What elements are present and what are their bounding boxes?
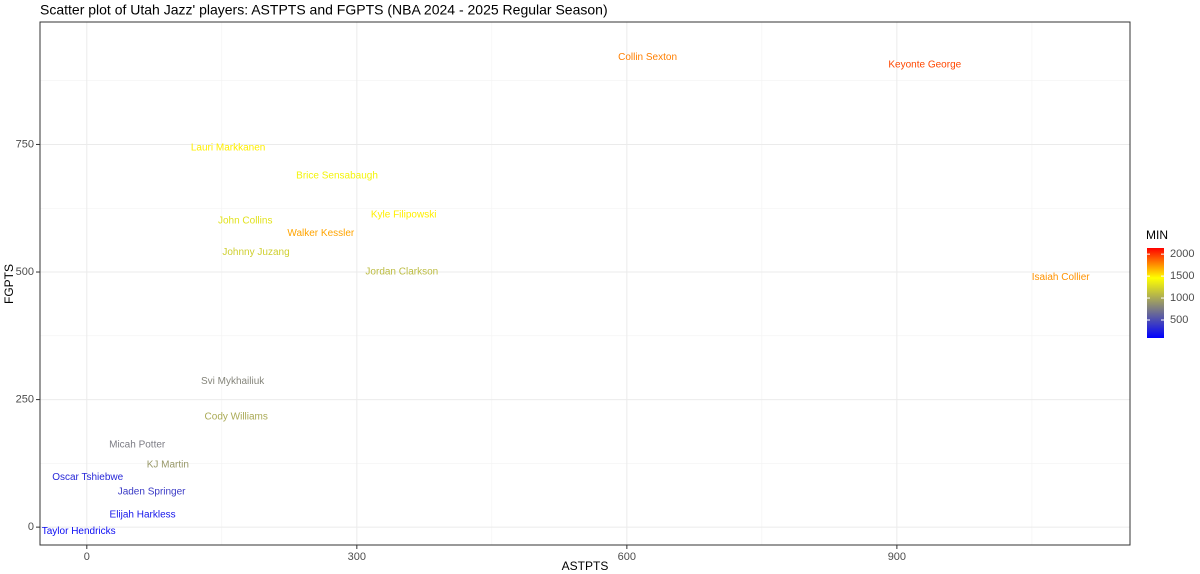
point-label: Brice Sensabaugh [296,171,378,182]
point-label: Micah Potter [109,440,166,451]
point-label: Kyle Filipowski [371,210,437,221]
point-label: Jaden Springer [118,487,186,498]
point-label: Johnny Juzang [222,247,289,258]
legend-tick-label: 1000 [1170,292,1194,304]
legend-tick-label: 500 [1170,314,1188,326]
chart-title: Scatter plot of Utah Jazz' players: ASTP… [40,2,608,18]
point-label: Isaiah Collier [1032,272,1090,283]
point-label: Jordan Clarkson [365,267,438,278]
legend-tick-label: 2000 [1170,248,1194,260]
point-label: Lauri Markkanen [191,143,265,154]
legend-tick-label: 1500 [1170,270,1194,282]
point-label: Taylor Hendricks [42,526,116,537]
point-label: John Collins [218,216,272,227]
legend-title: MIN [1146,228,1168,242]
x-axis-label: ASTPTS [562,559,609,573]
point-label: Svi Mykhailiuk [201,376,265,387]
point-label: Collin Sexton [618,52,677,63]
plot-border [39,21,1131,546]
y-tick-label: 500 [16,266,34,278]
x-tick-label: 0 [84,551,90,563]
point-label: Walker Kessler [287,228,355,239]
point-label: KJ Martin [147,460,189,471]
x-tick-label: 300 [348,551,366,563]
point-label: Keyonte George [888,60,961,71]
point-label: Elijah Harkless [110,510,176,521]
x-tick-label: 600 [618,551,636,563]
legend-bar [1147,248,1164,338]
y-tick-label: 250 [16,393,34,405]
y-tick-label: 750 [16,138,34,150]
point-label: Cody Williams [205,412,268,423]
y-axis-label: FGPTS [2,264,16,304]
y-tick-label: 0 [28,521,34,533]
x-tick-label: 900 [888,551,906,563]
point-label: Oscar Tshiebwe [52,472,123,483]
